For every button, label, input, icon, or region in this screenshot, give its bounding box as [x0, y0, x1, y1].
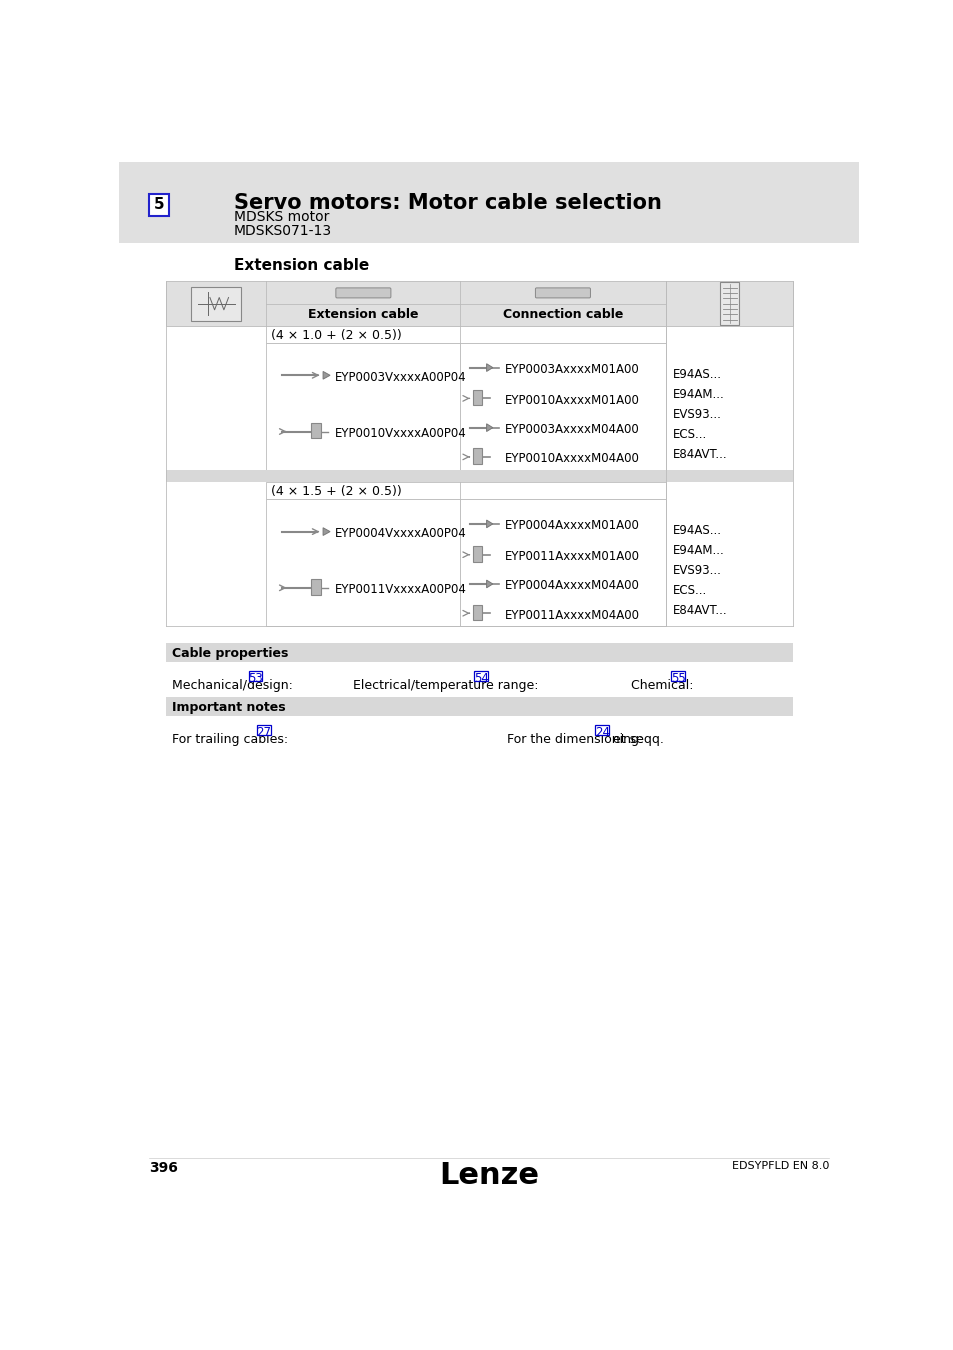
Bar	[472, 390, 481, 405]
Text: Lenze: Lenze	[438, 1161, 538, 1191]
Text: EYP0010AxxxxM04A00: EYP0010AxxxxM04A00	[505, 452, 639, 466]
Bar	[595, 725, 609, 734]
FancyBboxPatch shape	[535, 288, 590, 298]
FancyBboxPatch shape	[335, 288, 391, 298]
Bar	[192, 286, 241, 320]
Text: EYP0011AxxxxM04A00: EYP0011AxxxxM04A00	[505, 609, 639, 621]
Bar	[720, 282, 738, 325]
Text: MDSKS motor: MDSKS motor	[233, 209, 329, 224]
Bar	[670, 671, 684, 680]
Bar	[472, 448, 481, 464]
Text: EYP0003VxxxxA00P04: EYP0003VxxxxA00P04	[335, 371, 466, 383]
Text: EYP0003AxxxxM04A00: EYP0003AxxxxM04A00	[505, 423, 639, 436]
Text: 55: 55	[670, 672, 684, 684]
Bar	[119, 162, 858, 243]
Text: 27: 27	[255, 726, 271, 738]
Text: EVS93...: EVS93...	[673, 408, 721, 421]
Text: Extension cable: Extension cable	[308, 308, 418, 321]
Text: Cable properties: Cable properties	[172, 647, 288, 660]
Text: EYP0010AxxxxM01A00: EYP0010AxxxxM01A00	[505, 394, 639, 406]
Text: EYP0004AxxxxM01A00: EYP0004AxxxxM01A00	[505, 520, 639, 532]
Bar	[311, 423, 320, 439]
Text: 24: 24	[595, 726, 609, 738]
Text: ECS...: ECS...	[673, 585, 707, 597]
Text: (4 × 1.0 + (2 × 0.5)): (4 × 1.0 + (2 × 0.5))	[271, 329, 401, 342]
Text: 396: 396	[149, 1161, 177, 1176]
Text: Mechanical/design:: Mechanical/design:	[172, 679, 296, 691]
Bar	[166, 281, 793, 325]
Bar	[149, 194, 169, 216]
Text: EDSYPFLD EN 8.0: EDSYPFLD EN 8.0	[731, 1161, 828, 1172]
Bar	[266, 343, 459, 470]
Text: Electrical/temperature range:: Electrical/temperature range:	[353, 679, 542, 691]
Bar	[166, 643, 793, 662]
Bar	[266, 482, 665, 500]
Polygon shape	[486, 363, 493, 371]
Bar	[266, 325, 665, 343]
Text: E84AVT...: E84AVT...	[673, 603, 727, 617]
Bar	[266, 500, 459, 626]
Bar	[166, 470, 793, 482]
Text: EYP0011AxxxxM01A00: EYP0011AxxxxM01A00	[505, 549, 639, 563]
Polygon shape	[486, 424, 493, 432]
Text: EYP0011VxxxxA00P04: EYP0011VxxxxA00P04	[335, 583, 466, 597]
Text: E94AS...: E94AS...	[673, 524, 721, 537]
Text: et seqq.: et seqq.	[609, 733, 663, 745]
Bar	[166, 697, 793, 716]
Text: Connection cable: Connection cable	[502, 308, 622, 321]
Bar	[256, 725, 271, 734]
Bar	[459, 500, 665, 626]
Bar	[249, 671, 262, 680]
Polygon shape	[323, 371, 330, 379]
Text: 54: 54	[474, 672, 488, 684]
Bar	[472, 547, 481, 562]
Text: EYP0004AxxxxM04A00: EYP0004AxxxxM04A00	[505, 579, 639, 593]
Bar	[311, 579, 320, 595]
Text: Important notes: Important notes	[172, 701, 285, 714]
Bar	[472, 605, 481, 620]
Text: 5: 5	[153, 197, 164, 212]
Text: E94AM...: E94AM...	[673, 387, 724, 401]
Polygon shape	[323, 528, 330, 536]
Text: EVS93...: EVS93...	[673, 564, 721, 576]
Text: EYP0004VxxxxA00P04: EYP0004VxxxxA00P04	[335, 526, 466, 540]
Text: Servo motors: Motor cable selection: Servo motors: Motor cable selection	[233, 193, 661, 213]
Polygon shape	[486, 580, 493, 587]
Text: ECS...: ECS...	[673, 428, 707, 440]
Text: Extension cable: Extension cable	[233, 258, 369, 273]
Text: For trailing cables:: For trailing cables:	[172, 733, 292, 745]
Text: E84AVT...: E84AVT...	[673, 448, 727, 460]
Text: Chemical:: Chemical:	[630, 679, 697, 691]
Text: For the dimensioning:: For the dimensioning:	[506, 733, 646, 745]
Text: (4 × 1.5 + (2 × 0.5)): (4 × 1.5 + (2 × 0.5))	[271, 486, 401, 498]
Text: E94AS...: E94AS...	[673, 367, 721, 381]
Text: EYP0010VxxxxA00P04: EYP0010VxxxxA00P04	[335, 427, 466, 440]
Text: 53: 53	[248, 672, 263, 684]
Text: MDSKS071-13: MDSKS071-13	[233, 224, 332, 238]
Text: E94AM...: E94AM...	[673, 544, 724, 558]
Bar	[474, 671, 488, 680]
Bar	[459, 343, 665, 470]
Text: EYP0003AxxxxM01A00: EYP0003AxxxxM01A00	[505, 363, 639, 375]
Polygon shape	[486, 520, 493, 528]
